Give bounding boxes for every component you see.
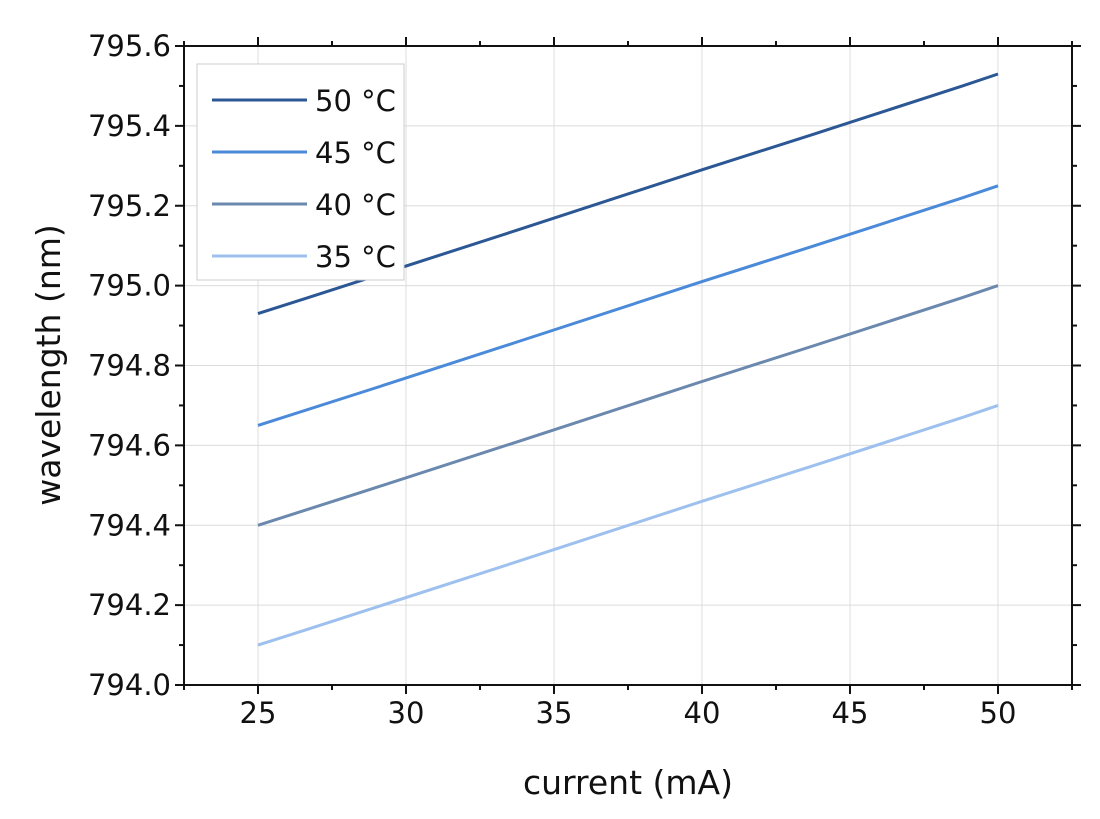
series-line (257, 72, 999, 316)
legend-label: 50 °C (315, 84, 396, 118)
x-axis-title: current (mA) (523, 763, 733, 802)
y-axis-title: wavelength (nm) (29, 224, 68, 506)
grid-lines (184, 45, 1072, 686)
x-tick-label: 40 (684, 696, 721, 730)
legend-label: 45 °C (315, 136, 396, 170)
y-tick-label: 794.6 (88, 428, 171, 462)
y-tick-label: 794.2 (88, 588, 171, 622)
legend-label: 35 °C (315, 240, 396, 274)
y-tick-label: 795.2 (88, 189, 171, 223)
x-tick-label: 45 (832, 696, 869, 730)
x-tick-label: 35 (536, 696, 573, 730)
series-line (257, 284, 999, 527)
legend: 50 °C 45 °C 40 °C 35 °C (196, 63, 405, 281)
y-tick-label: 795.6 (88, 29, 171, 63)
series-line (257, 403, 999, 647)
y-tick-label: 794.0 (88, 668, 171, 702)
series-line (257, 184, 999, 427)
y-tick-label: 795.0 (88, 269, 171, 303)
legend-label: 40 °C (315, 188, 396, 222)
x-tick-label: 50 (980, 696, 1017, 730)
axis-ticks: 25 30 35 40 45 50 794.0 794.2 794.4 794.6 794.8 795… (88, 29, 1081, 730)
x-tick-label: 30 (388, 696, 425, 730)
y-tick-label: 794.4 (88, 508, 171, 542)
y-tick-label: 794.8 (88, 349, 171, 383)
x-tick-label: 25 (240, 696, 277, 730)
series-lines (257, 72, 999, 647)
y-tick-label: 795.4 (88, 109, 171, 143)
